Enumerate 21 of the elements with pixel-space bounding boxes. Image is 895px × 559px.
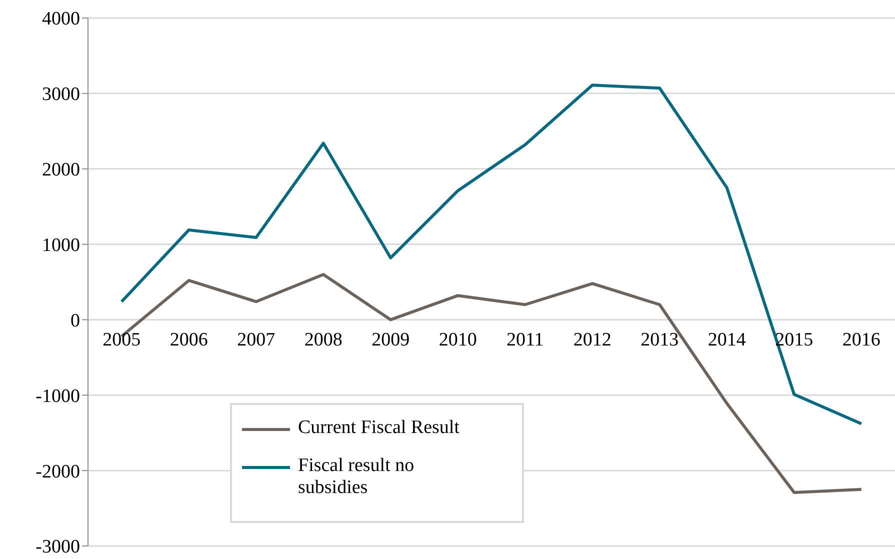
x-tick-label: 2010 [438, 330, 477, 351]
y-tick-label: 3000 [42, 84, 80, 106]
x-tick-label: 2007 [237, 330, 276, 351]
x-tick-label: 2011 [506, 330, 544, 351]
x-tick-label: 2006 [170, 330, 208, 351]
x-tick-label: 2005 [102, 330, 141, 351]
legend-label: Current Fiscal Result [298, 417, 460, 439]
y-tick-label: 2000 [42, 160, 80, 181]
x-tick-label: 2016 [842, 330, 880, 351]
x-tick-label: 2008 [304, 330, 342, 351]
y-tick-label: -3000 [36, 536, 80, 558]
x-tick-label: 2013 [640, 330, 679, 351]
legend-label: Fiscal result no subsidies [298, 455, 416, 499]
y-tick-label: 0 [70, 310, 80, 332]
x-tick-label: 2009 [372, 330, 410, 351]
x-tick-label: 2012 [573, 330, 612, 351]
x-tick-label: 2014 [708, 330, 746, 351]
y-tick-label: -2000 [36, 461, 80, 482]
y-tick-label: -1000 [36, 386, 80, 407]
y-tick-label: 4000 [42, 8, 80, 30]
y-tick-label: 1000 [42, 235, 80, 256]
